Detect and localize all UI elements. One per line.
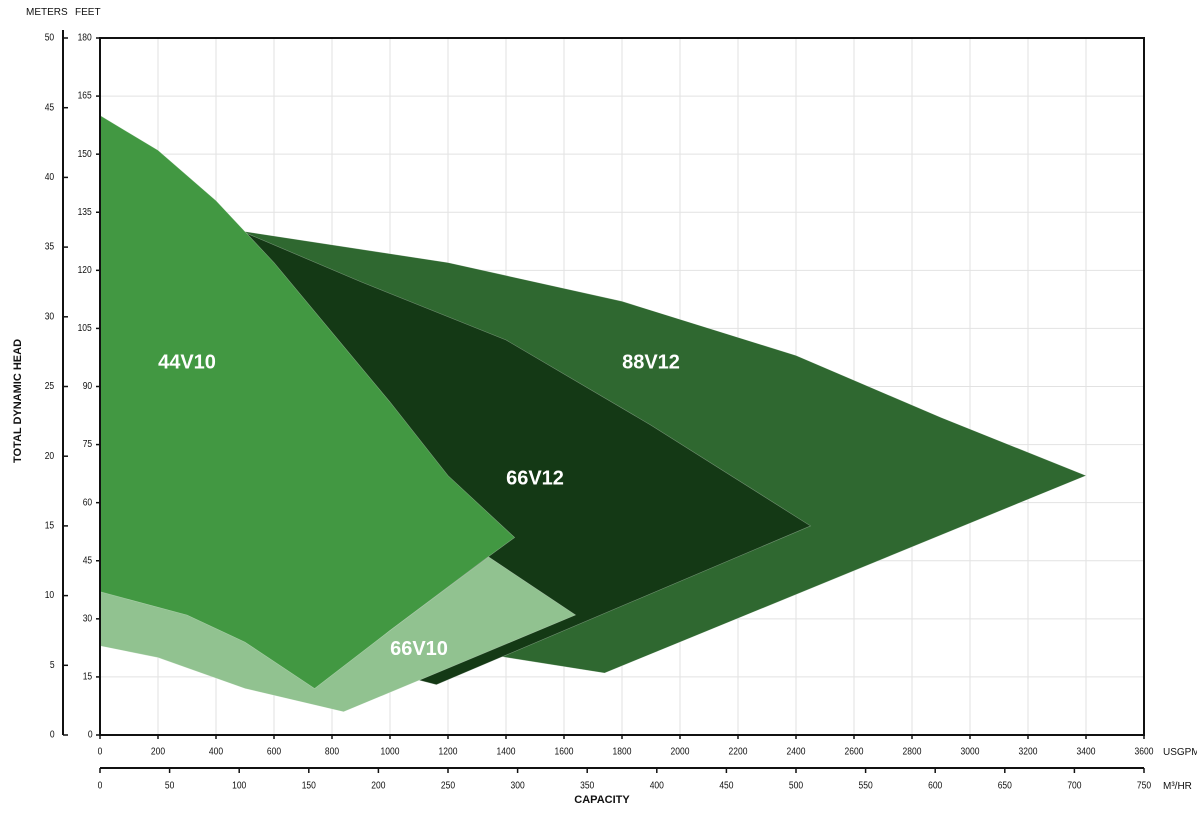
- tick-label-m3hr: 250: [441, 780, 455, 791]
- tick-label-usgpm: 3600: [1135, 746, 1154, 757]
- tick-label-m3hr: 650: [998, 780, 1012, 791]
- tick-label-feet: 180: [78, 32, 92, 43]
- tick-label-feet: 150: [78, 148, 92, 159]
- region-label-88v12: 88V12: [622, 352, 680, 374]
- tick-label-m3hr: 100: [232, 780, 246, 791]
- tick-label-meters: 25: [45, 381, 54, 392]
- tick-label-meters: 40: [45, 171, 54, 182]
- y-unit-feet: FEET: [75, 7, 101, 18]
- tick-label-meters: 35: [45, 241, 54, 252]
- tick-label-meters: 5: [50, 659, 55, 670]
- tick-label-usgpm: 1800: [613, 746, 632, 757]
- tick-label-meters: 15: [45, 520, 54, 531]
- tick-label-usgpm: 1000: [381, 746, 400, 757]
- region-66v10: [99, 556, 577, 713]
- tick-label-m3hr: 500: [789, 780, 803, 791]
- tick-marks: 0153045607590105120135150165180051015202…: [45, 32, 1154, 791]
- tick-label-usgpm: 200: [151, 746, 165, 757]
- tick-label-usgpm: 1600: [555, 746, 574, 757]
- tick-label-m3hr: 550: [859, 780, 873, 791]
- tick-label-feet: 0: [88, 729, 93, 740]
- tick-label-m3hr: 150: [302, 780, 316, 791]
- tick-label-m3hr: 350: [580, 780, 594, 791]
- tick-label-m3hr: 300: [511, 780, 525, 791]
- tick-label-meters: 30: [45, 311, 54, 322]
- tick-label-meters: 0: [50, 729, 55, 740]
- performance-regions: [99, 114, 1087, 713]
- tick-label-usgpm: 3400: [1077, 746, 1096, 757]
- tick-label-m3hr: 400: [650, 780, 664, 791]
- tick-label-m3hr: 750: [1137, 780, 1151, 791]
- y-unit-meters: METERS: [26, 7, 68, 18]
- x-unit-m3hr: M³/HR: [1163, 781, 1192, 792]
- tick-label-meters: 10: [45, 590, 54, 601]
- region-label-44v10: 44V10: [158, 352, 216, 374]
- tick-label-usgpm: 2000: [671, 746, 690, 757]
- tick-label-m3hr: 0: [98, 780, 103, 791]
- tick-label-usgpm: 1400: [497, 746, 516, 757]
- region-label-66v12: 66V12: [506, 468, 564, 490]
- tick-label-feet: 135: [78, 206, 92, 217]
- tick-label-usgpm: 2200: [729, 746, 748, 757]
- tick-label-feet: 75: [83, 439, 92, 450]
- region-label-66v10: 66V10: [390, 638, 448, 660]
- tick-label-m3hr: 700: [1067, 780, 1081, 791]
- tick-label-feet: 60: [83, 497, 92, 508]
- tick-label-feet: 15: [83, 671, 92, 682]
- tick-label-feet: 120: [78, 264, 92, 275]
- tick-label-feet: 165: [78, 90, 92, 101]
- tick-label-usgpm: 600: [267, 746, 281, 757]
- tick-label-m3hr: 600: [928, 780, 942, 791]
- tick-label-meters: 50: [45, 32, 54, 43]
- tick-label-feet: 45: [83, 555, 92, 566]
- tick-label-usgpm: 2600: [845, 746, 864, 757]
- region-labels: 88V12 66V12 44V10 66V10: [158, 352, 680, 661]
- tick-label-usgpm: 0: [98, 746, 103, 757]
- tick-label-feet: 105: [78, 322, 92, 333]
- tick-label-usgpm: 3000: [961, 746, 980, 757]
- tick-label-m3hr: 200: [371, 780, 385, 791]
- tick-label-m3hr: 450: [719, 780, 733, 791]
- tick-label-usgpm: 1200: [439, 746, 458, 757]
- tick-label-meters: 45: [45, 102, 54, 113]
- tick-label-meters: 20: [45, 450, 54, 461]
- tick-label-m3hr: 50: [165, 780, 174, 791]
- tick-label-feet: 30: [83, 613, 92, 624]
- tick-label-feet: 90: [83, 381, 92, 392]
- y-axis-title: TOTAL DYNAMIC HEAD: [12, 339, 24, 463]
- x-axis-title: CAPACITY: [574, 794, 630, 806]
- x-unit-usgpm: USGPM: [1163, 747, 1197, 758]
- tick-label-usgpm: 400: [209, 746, 223, 757]
- tick-label-usgpm: 3200: [1019, 746, 1038, 757]
- tick-label-usgpm: 2800: [903, 746, 922, 757]
- tick-label-usgpm: 2400: [787, 746, 806, 757]
- tick-label-usgpm: 800: [325, 746, 339, 757]
